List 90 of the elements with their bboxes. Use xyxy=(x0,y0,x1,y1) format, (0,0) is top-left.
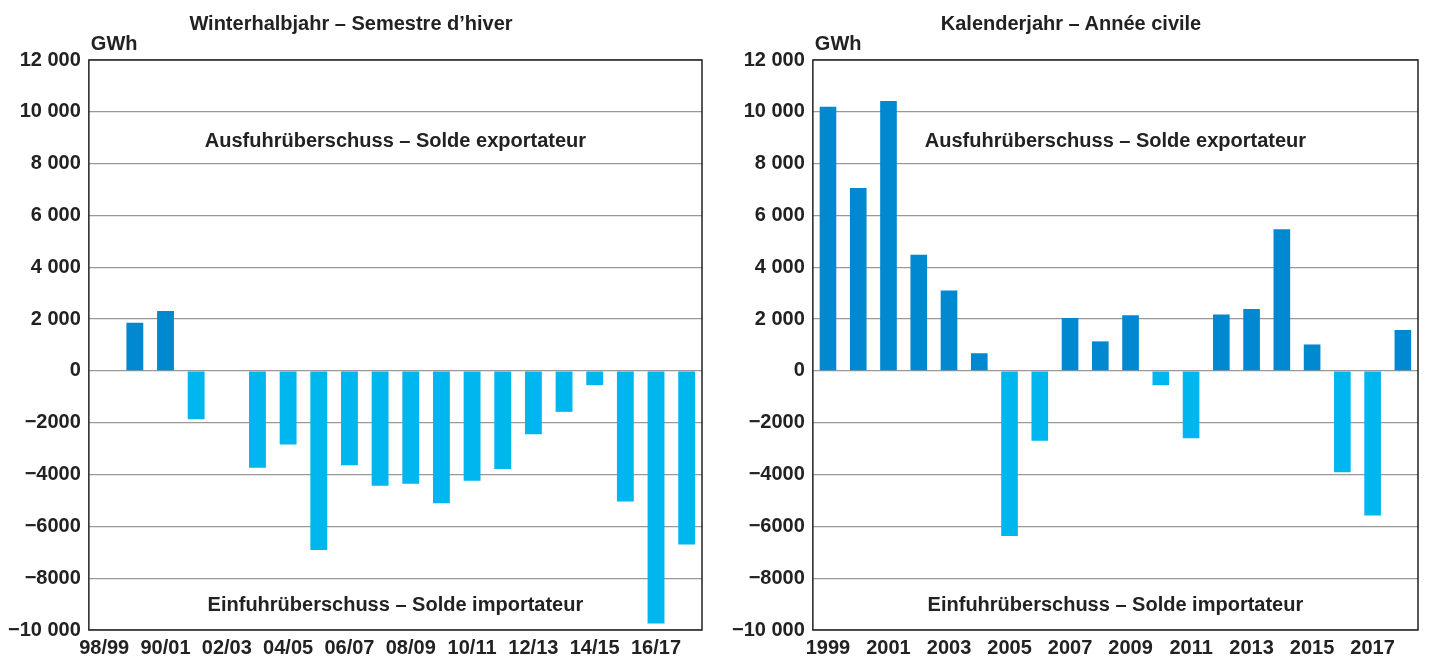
y-tick-label: −2000 xyxy=(24,410,81,433)
bar xyxy=(402,371,420,484)
y-tick-label: 4 000 xyxy=(754,254,805,277)
x-tick-label: 14/15 xyxy=(569,635,620,658)
y-tick-label: −10 000 xyxy=(731,617,805,640)
bar xyxy=(371,371,389,486)
y-axis-title: GWh xyxy=(90,31,138,54)
x-tick-label: 2007 xyxy=(1047,635,1093,658)
bar xyxy=(1394,329,1412,371)
y-axis-title: GWh xyxy=(814,31,862,54)
y-tick-label: 8 000 xyxy=(30,151,81,174)
x-tick-label: 1999 xyxy=(805,635,851,658)
bar xyxy=(187,371,205,420)
bar xyxy=(1152,371,1170,386)
x-tick-label: 02/03 xyxy=(201,635,252,658)
y-tick-label: −4000 xyxy=(24,462,81,485)
y-tick-label: 0 xyxy=(793,358,805,381)
bar xyxy=(1091,341,1109,371)
bar xyxy=(157,311,174,371)
y-tick-label: −2000 xyxy=(748,410,805,433)
y-tick-label: −6000 xyxy=(24,513,81,536)
x-tick-label: 2005 xyxy=(987,635,1032,658)
x-tick-label: 04/05 xyxy=(263,635,314,658)
annotation: Einfuhrüberschuss – Solde importateur xyxy=(927,593,1304,616)
y-tick-label: 2 000 xyxy=(754,306,805,329)
x-tick-label: 12/13 xyxy=(508,635,559,658)
bar xyxy=(910,254,928,371)
annotation: Einfuhrüberschuss – Solde importateur xyxy=(207,593,584,616)
x-tick-label: 2003 xyxy=(926,635,972,658)
y-tick-label: 2 000 xyxy=(30,306,81,329)
y-tick-label: −8000 xyxy=(748,565,805,588)
x-tick-label: 2013 xyxy=(1229,635,1274,658)
bar xyxy=(555,371,573,412)
y-tick-label: 10 000 xyxy=(743,99,805,122)
x-tick-label: 08/09 xyxy=(385,635,436,658)
bar xyxy=(1364,371,1381,516)
y-tick-label: 4 000 xyxy=(30,254,81,277)
bar xyxy=(940,290,958,371)
bar xyxy=(1182,371,1200,439)
y-tick-label: −10 000 xyxy=(7,617,81,640)
y-tick-label: 8 000 xyxy=(754,151,805,174)
bar xyxy=(1001,371,1018,536)
x-tick-label: 2015 xyxy=(1289,635,1335,658)
bar xyxy=(249,371,266,468)
bar xyxy=(310,371,328,550)
y-tick-label: 6 000 xyxy=(754,202,805,225)
bar xyxy=(849,187,867,371)
bar xyxy=(586,371,604,386)
bar xyxy=(126,322,144,371)
x-tick-label: 2009 xyxy=(1108,635,1153,658)
bar xyxy=(1213,314,1230,371)
bar xyxy=(647,371,665,624)
x-tick-label: 98/99 xyxy=(79,635,130,658)
annotation: Ausfuhrüberschuss – Solde exportateur xyxy=(924,128,1307,151)
bar xyxy=(1303,344,1321,371)
x-tick-label: 16/17 xyxy=(630,635,682,658)
bar xyxy=(341,371,358,466)
bar xyxy=(616,371,634,502)
chart-title: Kalenderjahr – Année civile xyxy=(940,11,1202,34)
bar xyxy=(1031,371,1049,441)
y-tick-label: −6000 xyxy=(748,513,805,536)
bar xyxy=(970,353,988,371)
bar xyxy=(494,371,512,470)
bar xyxy=(1243,308,1260,371)
x-tick-label: 06/07 xyxy=(324,635,375,658)
bar xyxy=(1334,371,1351,473)
bar xyxy=(1122,315,1139,371)
y-tick-label: 12 000 xyxy=(19,47,81,70)
y-tick-label: 10 000 xyxy=(19,99,81,122)
bar xyxy=(463,371,481,481)
bar xyxy=(678,371,696,545)
bar xyxy=(432,371,450,504)
y-tick-label: 12 000 xyxy=(743,47,805,70)
bar xyxy=(1061,318,1079,371)
x-tick-label: 10/11 xyxy=(447,635,497,658)
x-tick-label: 90/01 xyxy=(140,635,191,658)
annotation: Ausfuhrüberschuss – Solde exportateur xyxy=(204,128,587,151)
x-tick-label: 2017 xyxy=(1350,635,1395,658)
bar xyxy=(1273,229,1291,371)
y-tick-label: −8000 xyxy=(24,565,81,588)
y-tick-label: 0 xyxy=(69,358,81,381)
chart-title: Winterhalbjahr – Semestre d’hiver xyxy=(189,11,513,34)
bar xyxy=(819,106,837,371)
x-tick-label: 2011 xyxy=(1169,635,1213,658)
bar xyxy=(524,371,542,435)
y-tick-label: −4000 xyxy=(748,462,805,485)
bar xyxy=(279,371,297,445)
y-tick-label: 6 000 xyxy=(30,202,81,225)
x-tick-label: 2001 xyxy=(866,635,911,658)
bar xyxy=(880,100,897,371)
